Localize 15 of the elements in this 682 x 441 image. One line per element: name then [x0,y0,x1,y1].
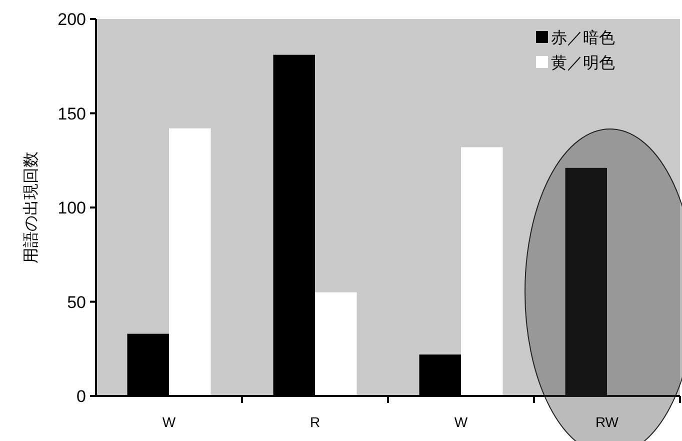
x-tick-label: W [454,414,468,430]
y-tick-label: 150 [58,104,86,124]
bar [461,147,503,396]
y-tick-label: 200 [58,10,86,29]
bar [169,128,211,396]
x-tick-label: W [162,414,176,430]
legend-label: 黄／明色 [551,54,615,72]
y-axis-title: 用語の出現回数 [22,152,40,264]
y-tick-label: 50 [67,292,86,312]
bar [315,292,357,396]
legend-label: 赤／暗色 [551,29,615,47]
x-tick-label: R [310,414,320,430]
x-tick-label: RW [595,414,620,430]
y-tick-label: 0 [76,387,86,406]
y-tick-label: 100 [58,198,86,218]
